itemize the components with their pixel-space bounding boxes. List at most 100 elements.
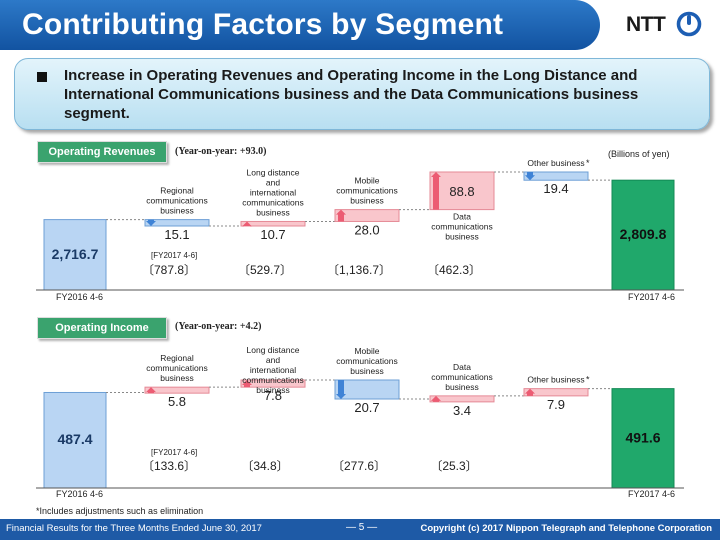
change-value-label: 88.8: [449, 184, 474, 199]
change-value-label: 15.1: [164, 227, 189, 242]
end-period-label: FY2017 4-6: [628, 489, 675, 499]
section-label-income: Operating Income: [37, 317, 167, 339]
change-bar: [240, 220, 306, 227]
fy2017-value: 〔529.7〕: [238, 263, 292, 277]
fy2017-value: 〔462.3〕: [427, 263, 481, 277]
copyright: Copyright (c) 2017 Nippon Telegraph and …: [420, 523, 712, 534]
yoy-revenues: (Year-on-year: +93.0): [175, 146, 267, 157]
fy2017-value: 〔25.3〕: [430, 459, 477, 473]
fy2017-tag: [FY2017 4-6]: [151, 251, 197, 260]
category-label: business: [160, 373, 194, 383]
category-label: Long distance: [247, 167, 300, 177]
fy2017-value: 〔133.6〕: [142, 459, 196, 473]
start-period-label: FY2016 4-6: [56, 292, 103, 302]
category-label: Data: [453, 362, 471, 372]
change-bar: [334, 379, 400, 400]
category-label: Regional: [160, 353, 194, 363]
change-bar: [429, 171, 495, 211]
category-label: business: [256, 207, 290, 217]
change-value-label: 28.0: [354, 222, 379, 237]
start-total-bar: [43, 219, 107, 291]
decrease-arrow-icon: [525, 172, 535, 181]
category-label: business: [256, 385, 290, 395]
bullet-icon: [37, 72, 47, 82]
change-bar: [240, 379, 306, 388]
ntt-logo-icon: [676, 11, 702, 37]
start-total-bar: [43, 391, 107, 489]
category-label: Data: [453, 212, 471, 222]
unit-label: (Billions of yen): [608, 149, 670, 159]
category-label: international: [250, 365, 296, 375]
increase-arrow-icon: [431, 395, 441, 402]
ntt-logo-text: NTT: [626, 13, 666, 36]
decrease-arrow-icon: [146, 219, 156, 226]
category-label: communications: [336, 186, 397, 196]
footer-bar: Financial Results for the Three Months E…: [0, 519, 720, 540]
category-label: Other business: [527, 158, 584, 168]
increase-arrow-icon: [336, 209, 346, 222]
category-label: Mobile: [354, 176, 379, 186]
income-waterfall-chart: 487.45.8Regionalcommunicationsbusiness7.…: [36, 345, 684, 499]
summary-text: Increase in Operating Revenues and Opera…: [64, 67, 639, 122]
category-label: business: [350, 366, 384, 376]
fy2017-value: 〔277.6〕: [332, 459, 386, 473]
category-label: Regional: [160, 186, 194, 196]
category-label: communications: [336, 356, 397, 366]
page-number: ― 5 ―: [346, 522, 378, 533]
increase-arrow-icon: [525, 388, 535, 396]
change-value-label: 20.7: [354, 400, 379, 415]
end-total-bar: [611, 179, 675, 291]
page-title: Contributing Factors by Segment: [22, 8, 504, 41]
increase-arrow-icon: [146, 387, 156, 394]
category-label: business: [445, 382, 479, 392]
category-label: communications: [146, 196, 207, 206]
change-bar: [144, 386, 210, 394]
fy2017-value: 〔34.8〕: [241, 459, 288, 473]
fy2017-tag: [FY2017 4-6]: [151, 448, 197, 457]
category-label: and: [266, 177, 280, 187]
category-label: communications: [242, 197, 303, 207]
footnote-marker: *: [586, 375, 590, 385]
end-value-label: 2,809.8: [620, 226, 667, 242]
decrease-arrow-icon: [336, 380, 346, 399]
change-value-label: 7.8: [264, 388, 282, 403]
change-value-label: 3.4: [453, 403, 471, 418]
change-bar: [523, 171, 589, 181]
change-bar: [144, 219, 210, 227]
revenues-waterfall-chart: 2,716.715.1Regionalcommunicationsbusines…: [36, 158, 684, 302]
category-label: communications: [431, 372, 492, 382]
start-value-label: 2,716.7: [52, 246, 99, 262]
category-label: communications: [242, 375, 303, 385]
end-period-label: FY2017 4-6: [628, 292, 675, 302]
yoy-income: (Year-on-year: +4.2): [175, 321, 262, 332]
start-period-label: FY2016 4-6: [56, 489, 103, 499]
change-bar: [334, 209, 400, 222]
end-value-label: 491.6: [625, 429, 660, 445]
category-label: business: [160, 206, 194, 216]
section-label-revenues: Operating Revenues: [37, 141, 167, 163]
summary-box: [14, 58, 710, 130]
change-value-label: 7.9: [547, 397, 565, 412]
category-label: communications: [146, 363, 207, 373]
category-label: Long distance: [247, 345, 300, 355]
change-value-label: 19.4: [543, 181, 568, 196]
category-label: and: [266, 355, 280, 365]
start-value-label: 487.4: [57, 431, 92, 447]
change-bar: [523, 388, 589, 397]
fy2017-value: 〔787.8〕: [142, 263, 196, 277]
change-value-label: 10.7: [260, 227, 285, 242]
change-bar: [429, 395, 495, 403]
category-label: business: [445, 232, 479, 242]
fy2017-value: 〔1,136.7〕: [327, 263, 391, 277]
title-banner: Contributing Factors by Segment: [0, 0, 600, 50]
footnote-marker: *: [586, 158, 590, 168]
increase-arrow-icon: [431, 172, 441, 210]
category-label: communications: [431, 222, 492, 232]
category-label: Other business: [527, 375, 584, 385]
increase-arrow-icon: [242, 221, 252, 227]
increase-arrow-icon: [242, 380, 252, 388]
category-label: business: [350, 196, 384, 206]
change-value-label: 5.8: [168, 394, 186, 409]
category-label: Mobile: [354, 346, 379, 356]
footnote: *Includes adjustments such as eliminatio…: [36, 506, 204, 516]
